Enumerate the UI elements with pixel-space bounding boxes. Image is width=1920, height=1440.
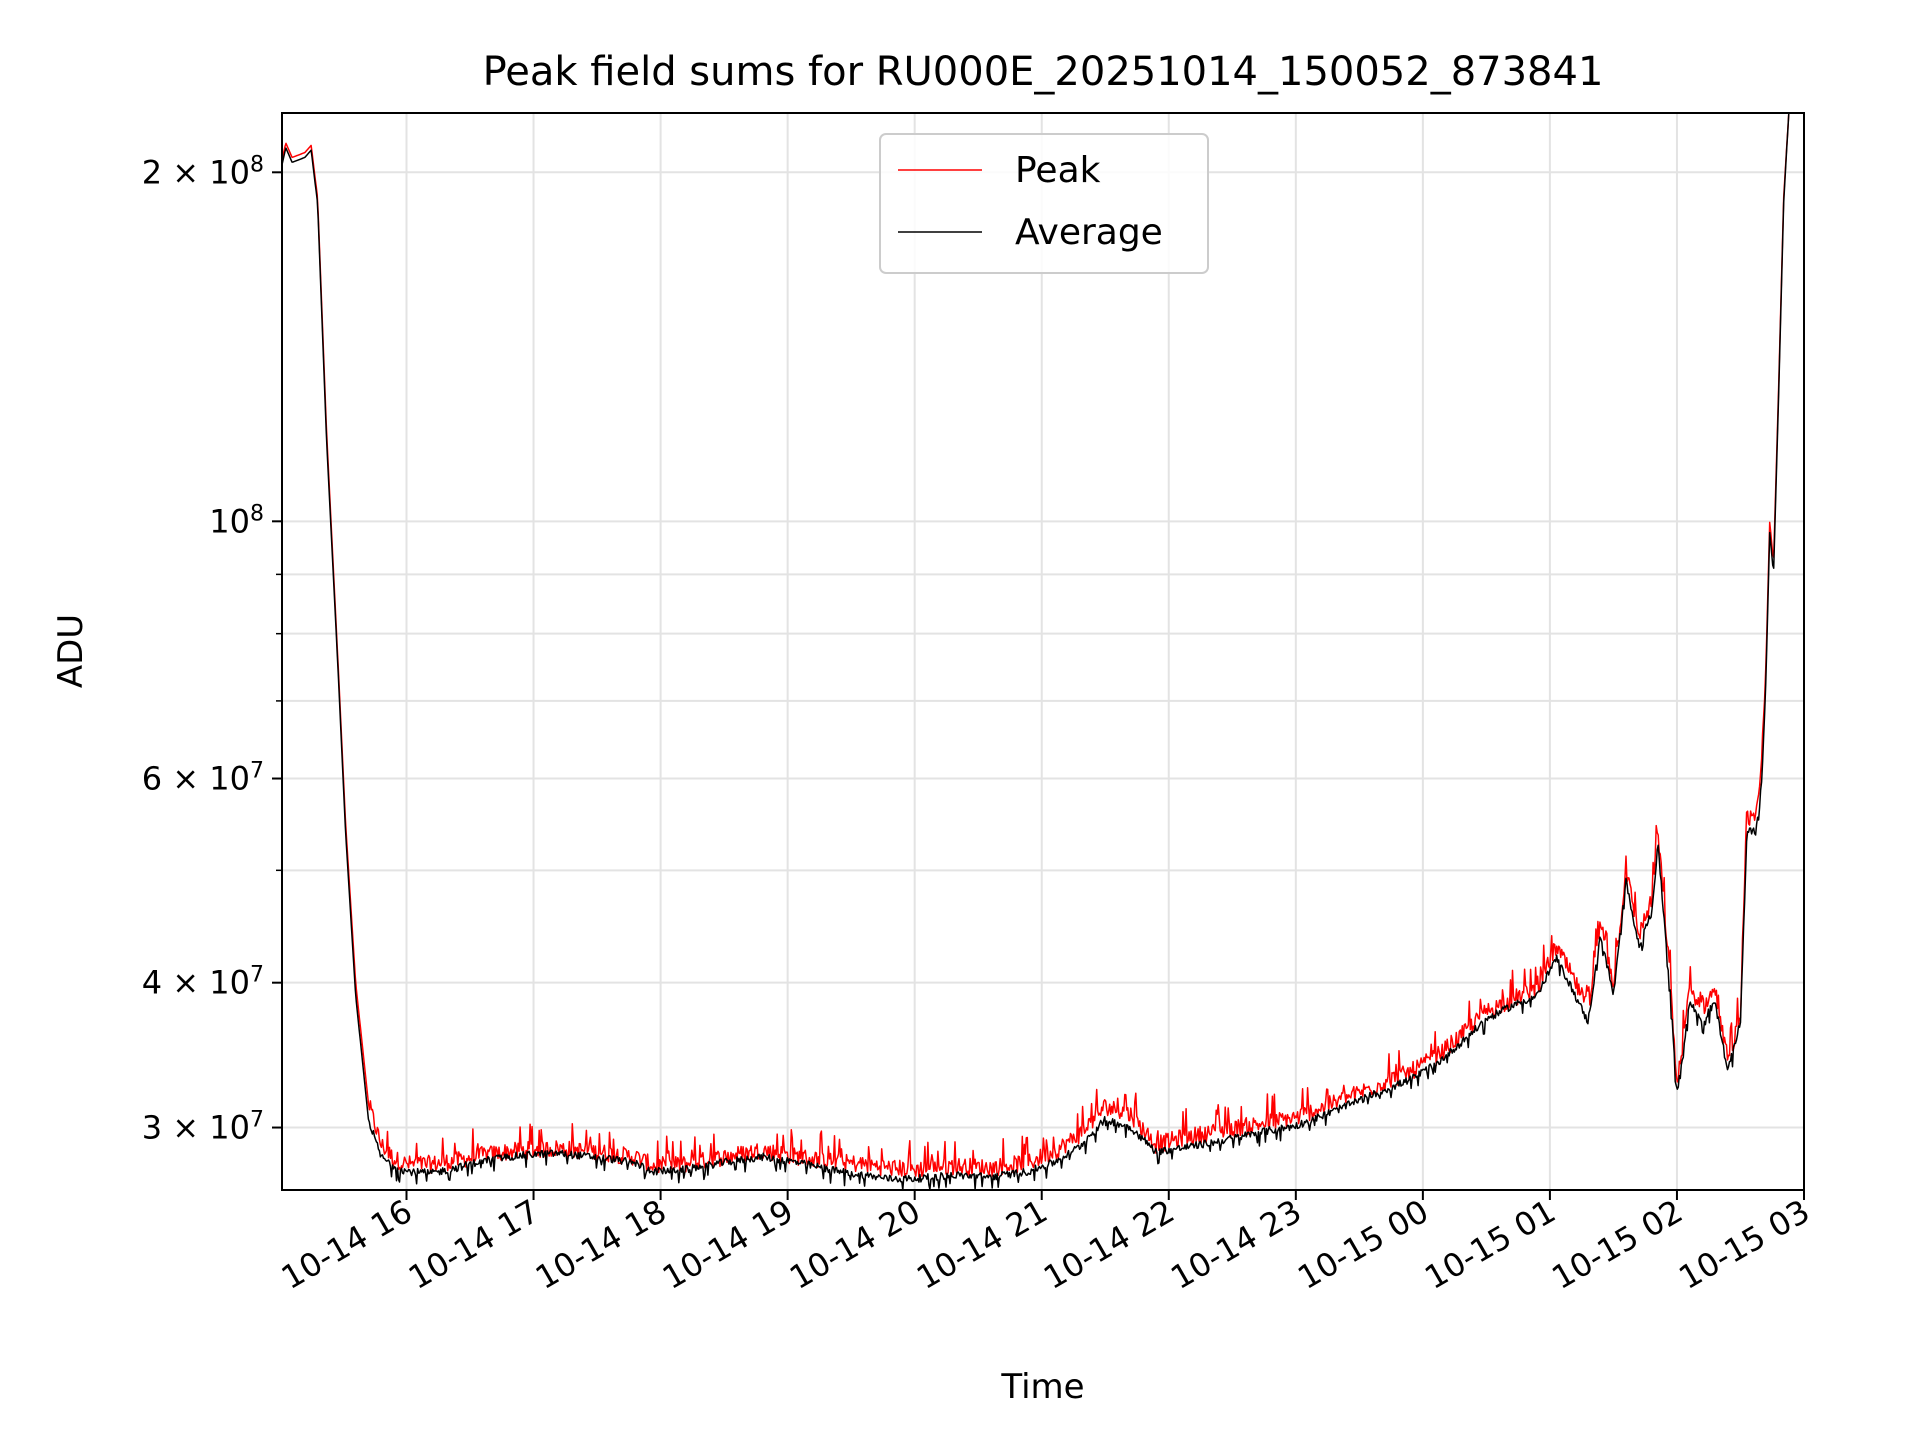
legend-label-average: Average: [1015, 212, 1163, 253]
legend: Peak Average: [879, 133, 1209, 274]
y-axis-label: ADU: [51, 614, 91, 688]
y-tick-label: 4 × 107: [142, 962, 264, 1002]
legend-box: [879, 133, 1209, 274]
series-line-average: [281, 112, 1790, 1191]
legend-label-peak: Peak: [1015, 150, 1101, 191]
chart-title: Peak field sums for RU000E_20251014_1500…: [483, 49, 1604, 95]
y-tick-label: 108: [209, 501, 264, 541]
y-tick-label: 6 × 107: [142, 758, 264, 798]
series-layer: [281, 112, 1790, 1191]
plot-frame: [281, 112, 1805, 1191]
grid-layer: [282, 113, 1805, 1190]
y-tick-label: 2 × 108: [142, 152, 264, 192]
x-axis-label: Time: [1000, 1367, 1084, 1407]
y-tick-label: 3 × 107: [142, 1107, 264, 1147]
